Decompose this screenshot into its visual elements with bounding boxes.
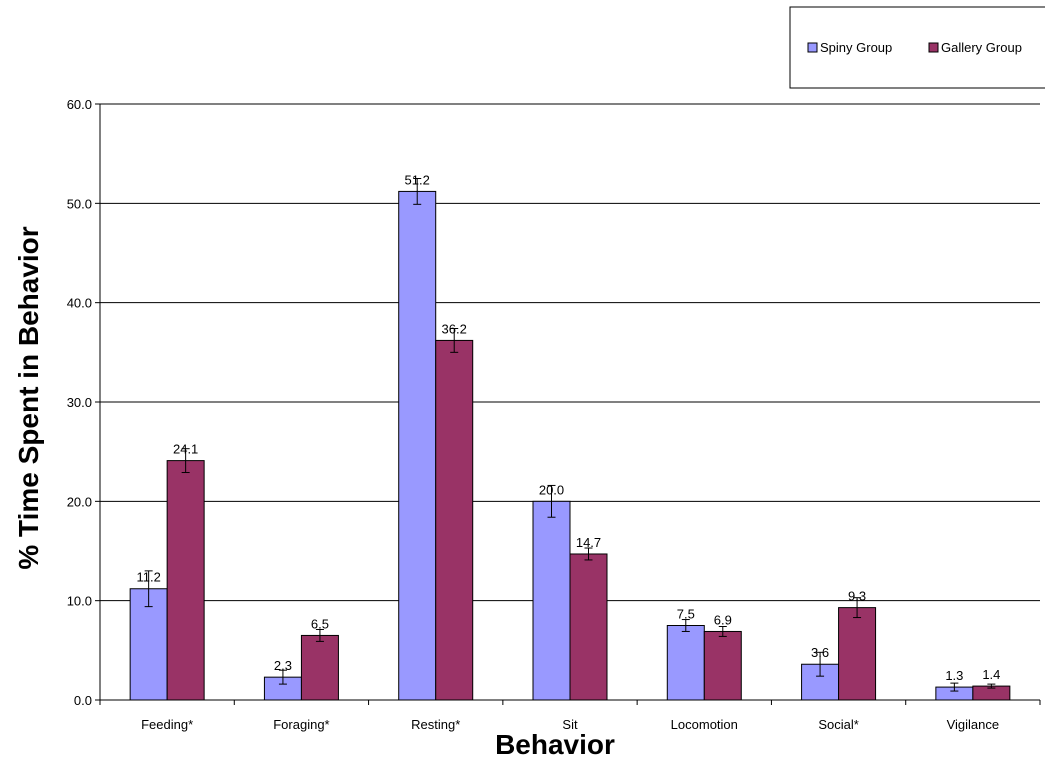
bar-gallery bbox=[435, 339, 474, 701]
y-tick-label: 10.0 bbox=[67, 594, 92, 609]
data-label: 1.4 bbox=[982, 667, 1000, 682]
x-axis-title: Behavior bbox=[495, 729, 615, 757]
data-label: 1.3 bbox=[945, 668, 963, 683]
legend-swatch-gallery bbox=[928, 42, 939, 53]
data-label: 6.5 bbox=[311, 616, 329, 631]
data-label: 11.2 bbox=[136, 570, 160, 585]
x-tick-label: Resting* bbox=[411, 717, 460, 732]
axes: 0.0 10.0 20.0 30.0 40.0 50.0 60.0 Feeding* Forag… bbox=[67, 97, 1041, 732]
x-tick-label: Locomotion bbox=[671, 717, 738, 732]
x-tick-label: Feeding* bbox=[141, 717, 193, 732]
bar-spiny bbox=[666, 625, 705, 701]
data-label: 3.6 bbox=[811, 645, 829, 660]
y-tick-label: 0.0 bbox=[74, 693, 92, 708]
data-label: 36.2 bbox=[442, 321, 467, 336]
bars bbox=[129, 190, 1011, 701]
x-tick-label: Social* bbox=[818, 717, 858, 732]
x-tick-label: Sit bbox=[562, 717, 578, 732]
data-label: 51.2 bbox=[405, 172, 430, 187]
data-label: 14.7 bbox=[576, 535, 601, 550]
error-bars bbox=[144, 178, 996, 692]
legend: Spiny Group Gallery Group bbox=[789, 6, 1045, 89]
bar-spiny bbox=[532, 500, 571, 701]
bar-gallery bbox=[838, 607, 877, 701]
legend-label-spiny: Spiny Group bbox=[820, 40, 892, 55]
bar-gallery bbox=[703, 630, 742, 701]
legend-label-gallery: Gallery Group bbox=[941, 40, 1022, 55]
y-tick-label: 50.0 bbox=[67, 196, 92, 211]
data-label: 24.1 bbox=[173, 442, 198, 457]
bar-gallery bbox=[300, 634, 339, 701]
legend-swatch-spiny bbox=[807, 42, 818, 53]
y-tick-label: 40.0 bbox=[67, 296, 92, 311]
data-label: 2.3 bbox=[274, 658, 292, 673]
data-label: 6.9 bbox=[714, 612, 732, 627]
legend-box bbox=[789, 6, 1045, 89]
data-label: 7.5 bbox=[677, 607, 695, 622]
y-axis-title: % Time Spent in Behavior bbox=[13, 226, 44, 569]
bar-gallery bbox=[569, 553, 608, 701]
y-tick-label: 20.0 bbox=[67, 494, 92, 509]
y-tick-label: 60.0 bbox=[67, 97, 92, 112]
data-label: 20.0 bbox=[539, 482, 564, 497]
data-labels: 11.2 2.3 51.2 20.0 7.5 3.6 1.3 24.1 6.5 36.2 14.7 6… bbox=[136, 172, 1000, 683]
bar-gallery bbox=[166, 460, 205, 701]
x-tick-label: Foraging* bbox=[273, 717, 329, 732]
data-label: 9.3 bbox=[848, 589, 866, 604]
gridlines bbox=[100, 103, 1040, 602]
x-tick-label: Vigilance bbox=[947, 717, 1000, 732]
y-tick-label: 30.0 bbox=[67, 395, 92, 410]
bar-spiny bbox=[398, 190, 437, 701]
